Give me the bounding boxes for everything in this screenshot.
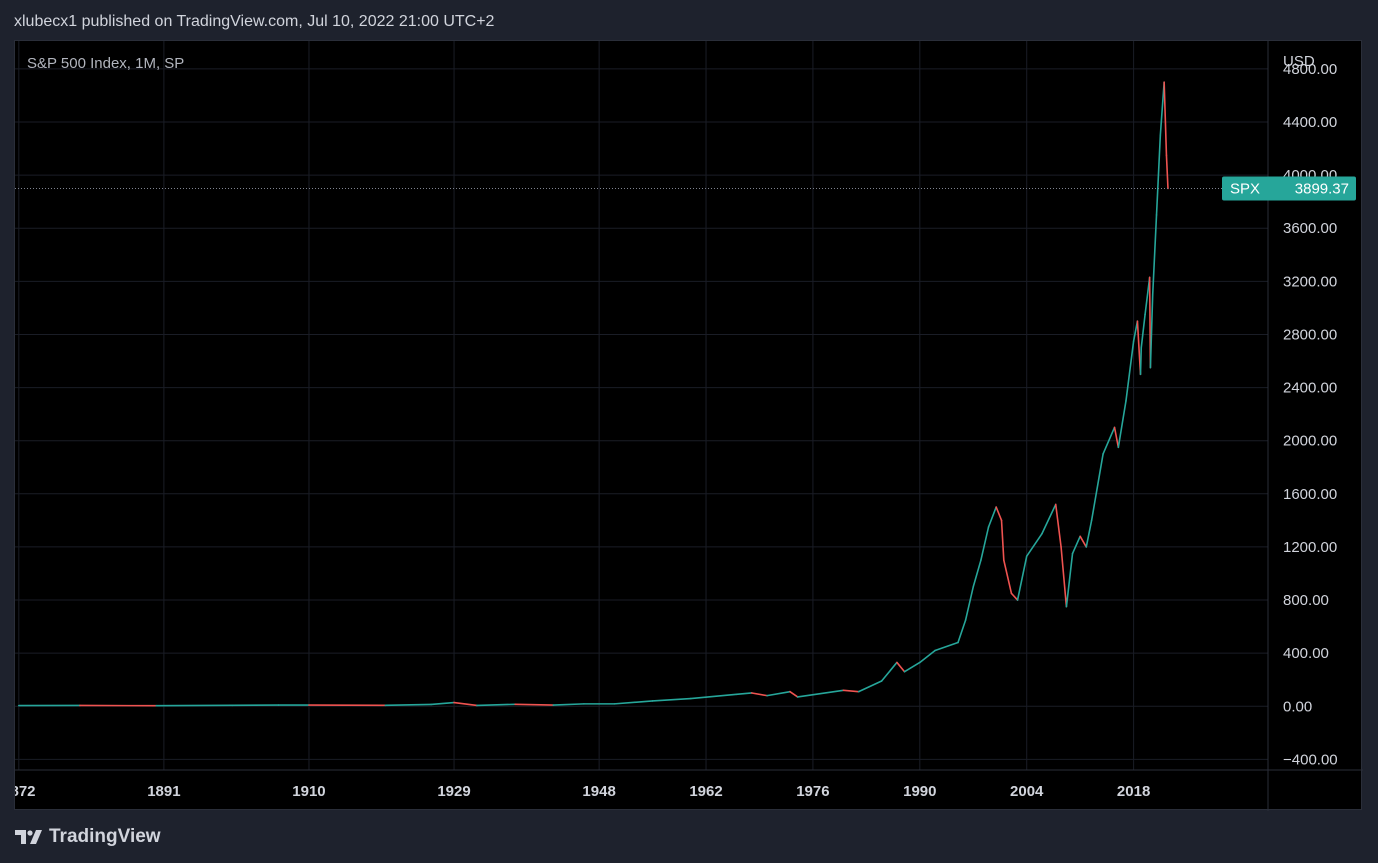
price-series (18, 81, 1169, 707)
price-segment (1000, 519, 1005, 561)
y-tick-label: 3200.00 (1283, 273, 1337, 290)
x-tick-label: 1990 (903, 783, 936, 800)
price-segment (980, 526, 990, 561)
y-tick-label: 4800.00 (1283, 61, 1337, 78)
x-tick-label: 1948 (582, 783, 615, 800)
price-segment (1125, 340, 1135, 402)
price-segment (857, 680, 883, 693)
y-tick-label: 2000.00 (1283, 433, 1337, 450)
price-segment (934, 641, 959, 652)
price-segment (1085, 519, 1093, 548)
currency-label: USD (1283, 53, 1315, 70)
price-segment (1149, 293, 1154, 369)
price-segment (1079, 535, 1088, 548)
price-segment (1060, 546, 1068, 608)
price-segment (651, 697, 692, 702)
price-segment (384, 703, 432, 707)
y-tick-label: 3600.00 (1283, 220, 1337, 237)
y-tick-label: 4400.00 (1283, 114, 1337, 131)
price-segment (1144, 276, 1151, 316)
x-tick-label: 1910 (292, 783, 325, 800)
y-tick-label: 1200.00 (1283, 539, 1337, 556)
price-segment (1140, 313, 1146, 349)
x-tick-label: 2018 (1117, 783, 1150, 800)
last-price-badge[interactable]: SPX 3899.37 (1222, 176, 1356, 201)
price-segment (430, 701, 455, 706)
chart-pane[interactable]: −400.00 0.00 400.00 800.00 1200.00 1600.00 200… (14, 40, 1363, 811)
x-tick-label: 1891 (147, 783, 180, 800)
price-segment (1065, 552, 1074, 608)
price-segment (1025, 532, 1043, 558)
price-segment (1113, 426, 1120, 449)
y-tick-label: 2400.00 (1283, 380, 1337, 397)
badge-symbol: SPX (1230, 180, 1260, 197)
price-segment (1003, 559, 1013, 595)
price-segment (842, 689, 860, 693)
price-segment (964, 585, 975, 621)
price-segment (1016, 555, 1028, 601)
price-segment (735, 692, 753, 696)
time-scale: 1872 1891 1910 1929 1948 1962 1976 1990 2004 2018 (15, 783, 1150, 800)
y-tick-label: 1600.00 (1283, 486, 1337, 503)
badge-value: 3899.37 (1295, 180, 1349, 197)
price-segment (689, 693, 738, 700)
x-tick-label: 2004 (1010, 783, 1044, 800)
price-segment (1041, 503, 1057, 535)
price-chart[interactable]: −400.00 0.00 400.00 800.00 1200.00 1600.00 200… (15, 41, 1363, 811)
price-segment (957, 619, 967, 644)
price-segment (453, 701, 478, 707)
grid-layer (15, 41, 1268, 770)
tradingview-logo-icon (15, 830, 42, 844)
price-segment (880, 661, 898, 682)
legend-title[interactable]: S&P 500 Index, 1M, SP (27, 55, 185, 72)
price-segment (1163, 81, 1168, 156)
y-tick-label: 0.00 (1283, 698, 1312, 715)
price-segment (919, 649, 936, 664)
price-segment (1010, 592, 1019, 601)
y-tick-label: −400.00 (1283, 751, 1338, 768)
price-segment (1155, 134, 1162, 216)
y-tick-label: 2800.00 (1283, 326, 1337, 343)
price-segment (1132, 320, 1139, 342)
price-segment (1102, 426, 1116, 455)
price-segment (613, 700, 654, 705)
tradingview-logo[interactable]: TradingView (15, 826, 161, 848)
price-scale: −400.00 0.00 400.00 800.00 1200.00 1600.00 200… (1283, 61, 1338, 768)
price-segment (1165, 154, 1169, 190)
price-segment (1071, 535, 1081, 555)
x-tick-label: 1962 (689, 783, 722, 800)
y-tick-label: 400.00 (1283, 645, 1329, 662)
price-segment (766, 690, 791, 697)
price-segment (751, 692, 768, 697)
tradingview-logo-text: TradingView (49, 826, 161, 847)
price-segment (476, 703, 516, 707)
y-tick-label: 800.00 (1283, 592, 1329, 609)
price-segment (896, 661, 906, 673)
price-segment (987, 506, 997, 528)
price-segment (903, 661, 921, 673)
price-segment (972, 559, 982, 588)
price-segment (995, 506, 1003, 522)
price-segment (789, 690, 799, 698)
published-banner: xlubecx1 published on TradingView.com, J… (14, 13, 495, 30)
x-tick-label: 1929 (437, 783, 470, 800)
price-segment (552, 703, 585, 706)
price-segment (1151, 214, 1158, 296)
price-segment (1117, 400, 1127, 449)
price-segment (796, 689, 845, 698)
price-segment (1159, 81, 1165, 137)
price-segment (1139, 346, 1143, 376)
price-segment (1054, 503, 1062, 548)
price-segment (1090, 453, 1104, 522)
price-segment (514, 703, 555, 706)
x-tick-label: 1872 (15, 783, 36, 800)
x-tick-label: 1976 (796, 783, 829, 800)
